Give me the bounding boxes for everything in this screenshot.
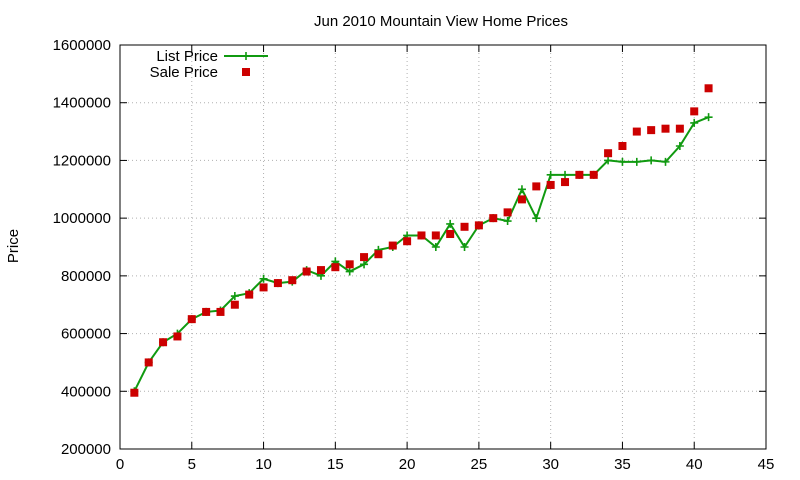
series-layer [130, 84, 713, 397]
sale-price-point [532, 182, 541, 191]
sale-price-point [245, 290, 254, 299]
x-tick-label: 10 [255, 456, 272, 473]
sale-price-point [259, 283, 268, 292]
sale-price-point [230, 300, 239, 309]
series-sale-price [130, 84, 713, 397]
x-tick-label: 25 [471, 456, 488, 473]
y-tick-label: 1400000 [53, 95, 111, 112]
list-price-point [259, 274, 268, 283]
grid [120, 45, 766, 449]
x-tick-label: 15 [327, 456, 344, 473]
list-price-point [460, 243, 469, 251]
y-tick-label: 1600000 [53, 37, 111, 54]
list-price-point [661, 157, 670, 166]
legend-square-marker [242, 68, 250, 76]
x-tick-label: 45 [758, 456, 775, 473]
sale-price-point [288, 276, 297, 285]
list-price-point [704, 113, 713, 122]
legend-plus-marker [242, 52, 250, 60]
sale-price-point [417, 231, 426, 240]
y-tick-label: 400000 [61, 383, 111, 400]
list-price-point [446, 219, 455, 228]
sale-price-point [460, 222, 469, 231]
list-price-point [360, 260, 369, 269]
list-price-point [345, 267, 354, 276]
plot-frame [119, 44, 767, 450]
list-price-point [532, 214, 541, 223]
y-tick-label: 800000 [61, 268, 111, 285]
list-price-point [604, 156, 613, 165]
sale-price-point [446, 230, 455, 239]
sale-price-point [632, 127, 641, 136]
list-price-point [690, 118, 699, 127]
legend-label: Sale Price [150, 64, 218, 81]
x-tick-label: 5 [188, 456, 196, 473]
axis-ticks: 0 5 10 15 20 25 30 35 40 45 200000 400000 600000 8000… [53, 37, 775, 473]
sale-price-point [302, 267, 311, 276]
y-tick-label: 1200000 [53, 152, 111, 169]
x-tick-label: 20 [399, 456, 416, 473]
sale-price-point [374, 250, 383, 259]
sale-price-point [273, 279, 282, 288]
sale-price-point [589, 170, 598, 179]
sale-price-point [503, 208, 512, 217]
list-price-point [503, 217, 512, 226]
sale-price-point [316, 266, 325, 275]
sale-price-point [704, 84, 713, 93]
y-tick-label: 200000 [61, 441, 111, 458]
sale-price-point [216, 307, 225, 316]
sale-price-point [431, 231, 440, 240]
sale-price-point [675, 124, 684, 133]
sale-price-point [618, 142, 627, 150]
sale-price-point [187, 315, 196, 324]
sale-price-point [360, 253, 369, 262]
sale-price-point [202, 307, 211, 316]
sale-price-point [575, 170, 584, 179]
list-price-point [230, 292, 239, 301]
sale-price-point [489, 214, 498, 223]
chart-title: Jun 2010 Mountain View Home Prices [314, 13, 568, 30]
x-tick-label: 0 [116, 456, 124, 473]
y-tick-label: 1000000 [53, 210, 111, 227]
x-tick-label: 40 [686, 456, 703, 473]
list-price-point [618, 157, 627, 166]
sale-price-point [690, 107, 699, 116]
y-axis-label: Price [5, 229, 22, 263]
sale-price-point [661, 124, 670, 133]
list-price-point [675, 142, 684, 150]
sale-price-point [474, 221, 483, 230]
sale-price-point [144, 358, 153, 367]
sale-price-point [388, 241, 397, 250]
sale-price-point [604, 149, 613, 158]
sale-price-point [331, 263, 340, 272]
x-tick-label: 30 [542, 456, 559, 473]
sale-price-point [159, 338, 168, 347]
sale-price-point [403, 237, 412, 246]
y-tick-label: 600000 [61, 326, 111, 343]
legend-label: List Price [156, 48, 218, 65]
sale-price-point [546, 180, 555, 189]
list-price-point [647, 156, 656, 165]
sale-price-point [130, 388, 139, 397]
list-price-point [561, 170, 570, 179]
sale-price-point [647, 126, 656, 135]
sale-price-point [561, 178, 570, 187]
sale-price-point [345, 260, 354, 269]
list-price-point [546, 170, 555, 179]
sale-price-point [173, 332, 182, 341]
x-tick-label: 35 [614, 456, 631, 473]
series-list-price [130, 113, 713, 396]
sale-price-point [517, 195, 526, 204]
list-price-point [431, 243, 440, 251]
list-price-point [517, 185, 526, 194]
list-price-point [632, 157, 641, 166]
